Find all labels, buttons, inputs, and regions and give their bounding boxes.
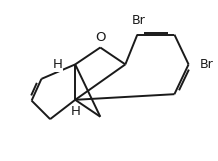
- Text: H: H: [70, 105, 80, 118]
- Text: O: O: [95, 31, 106, 43]
- Text: Br: Br: [200, 58, 214, 71]
- Text: H: H: [53, 58, 63, 71]
- Text: Br: Br: [131, 14, 145, 27]
